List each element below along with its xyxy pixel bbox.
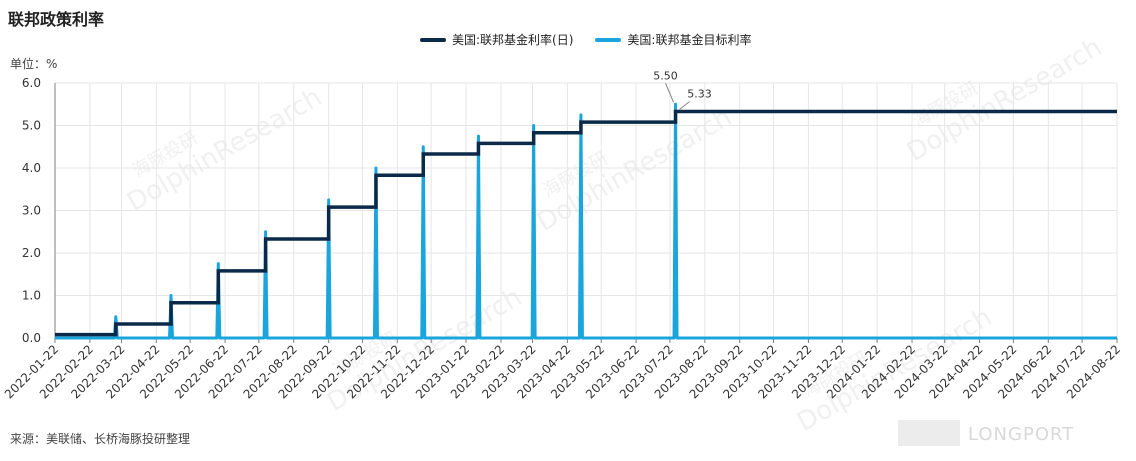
legend-label-daily: 美国:联邦基金利率(日) xyxy=(452,33,574,47)
legend-item-target[interactable]: 美国:联邦基金目标利率 xyxy=(595,31,751,48)
brand-logo: LONGPORT xyxy=(968,424,1075,445)
legend: 美国:联邦基金利率(日) 美国:联邦基金目标利率 xyxy=(420,31,751,48)
annotation-label-5-33: 5.33 xyxy=(687,87,712,100)
legend-item-daily[interactable]: 美国:联邦基金利率(日) xyxy=(420,31,573,48)
legend-swatch-target xyxy=(595,37,622,42)
source-note: 来源：美联储、长桥海豚投研整理 xyxy=(10,432,191,446)
y-tick-label: 3.0 xyxy=(22,204,41,218)
brand-logo-mark xyxy=(898,420,960,446)
legend-swatch-daily xyxy=(420,37,446,42)
annotation-label-5-50: 5.50 xyxy=(653,69,678,82)
y-tick-label: 2.0 xyxy=(22,246,41,260)
series-daily-rate-line xyxy=(55,109,1117,337)
annotation-leader-5-33 xyxy=(679,101,690,110)
legend-label-target: 美国:联邦基金目标利率 xyxy=(627,33,752,47)
y-tick-label: 6.0 xyxy=(22,76,41,90)
annotation-leader-5-50 xyxy=(665,83,674,103)
chart-title: 联邦政策利率 xyxy=(8,10,105,29)
y-tick-label: 5.0 xyxy=(22,119,41,133)
y-tick-label: 1.0 xyxy=(22,289,41,303)
y-tick-label: 0.0 xyxy=(22,331,41,345)
y-tick-label: 4.0 xyxy=(22,161,41,175)
y-unit-label: 单位：% xyxy=(10,57,58,71)
